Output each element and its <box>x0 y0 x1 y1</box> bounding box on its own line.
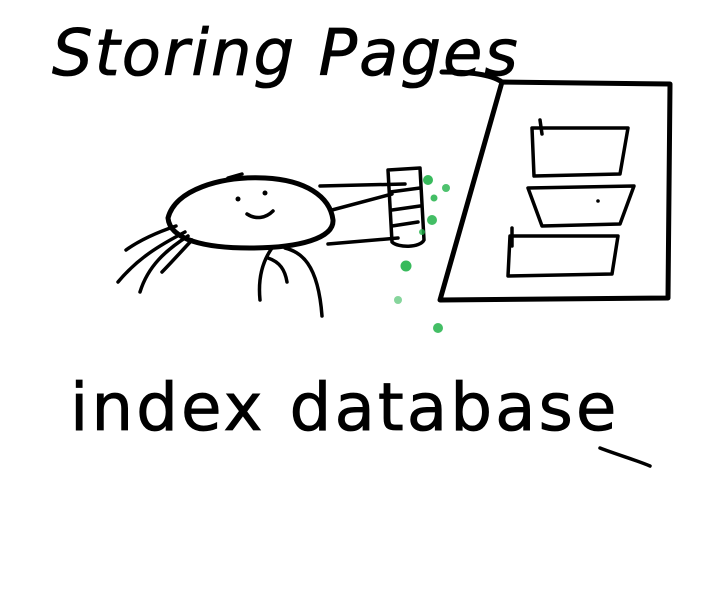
title-text: Storing Pages <box>52 17 520 91</box>
spray-dot <box>423 175 433 185</box>
held-page-line-2 <box>390 204 422 212</box>
held-page-outline <box>386 166 426 248</box>
caption-text: index database <box>70 369 620 446</box>
pages-store-outline <box>437 79 673 303</box>
pages-store-icon <box>437 69 673 303</box>
crawler-leg-4 <box>160 238 194 274</box>
held-page-line-1 <box>388 186 422 194</box>
spray-dot <box>400 260 412 272</box>
crawler-leg-6 <box>283 246 324 318</box>
stored-page-1 <box>530 126 630 178</box>
spray-dots <box>394 175 450 333</box>
crawler-eye-left <box>235 196 241 202</box>
held-page-icon <box>386 166 426 248</box>
crawler-leg-5 <box>257 246 274 302</box>
spray-dot <box>430 194 438 202</box>
crawler-arm-top <box>318 182 407 188</box>
spray-dot <box>433 323 443 333</box>
crawler-body <box>165 175 336 251</box>
spray-dot <box>419 229 425 235</box>
crawler-leg-3 <box>124 224 178 252</box>
crawler-leg-7 <box>266 256 289 284</box>
crawler-arm-bottom <box>326 236 400 246</box>
held-page-line-3 <box>390 220 420 228</box>
crawler-leg-2 <box>138 234 190 294</box>
crawler-smile <box>245 209 275 220</box>
spray-dot <box>442 184 450 192</box>
stored-page-1-tab <box>538 118 544 136</box>
crawler-creature <box>116 172 407 318</box>
stored-page-2 <box>526 184 636 228</box>
crawler-eye-right <box>262 190 268 196</box>
crawler-arm-middle <box>330 192 394 212</box>
title-underline <box>439 69 505 85</box>
crawler-leg-1 <box>116 230 187 284</box>
spray-dot <box>394 296 402 304</box>
stored-page-3 <box>506 234 620 278</box>
crawler-head-line <box>226 172 244 180</box>
caption-tail <box>598 446 652 468</box>
stored-page-2-dot <box>596 199 600 203</box>
spray-dot <box>427 215 437 225</box>
